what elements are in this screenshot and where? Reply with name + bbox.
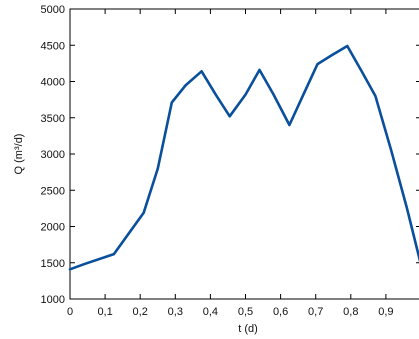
y-tick-label: 4000 <box>41 77 65 89</box>
series-line <box>68 44 419 271</box>
x-tick-label: 0,8 <box>343 306 358 318</box>
x-tick-label: 0 <box>67 306 73 318</box>
x-tick-label: 0,1 <box>97 306 112 318</box>
x-tick-label: 0,4 <box>203 306 218 318</box>
y-tick-label: 1000 <box>41 294 65 306</box>
x-tick-label: 0,9 <box>378 306 393 318</box>
y-tick-label: 3000 <box>41 149 65 161</box>
y-tick-label: 2500 <box>41 185 65 197</box>
y-tick-label: 5000 <box>41 4 65 16</box>
x-tick-label: 0,5 <box>238 306 253 318</box>
x-axis-label: t (d) <box>238 323 258 335</box>
y-tick-label: 2000 <box>41 222 65 234</box>
plot-frame <box>69 8 419 300</box>
x-tick-label: 0,2 <box>133 306 148 318</box>
y-axis-label: Q (m³/d) <box>13 134 25 175</box>
x-tick-label: 0,7 <box>308 306 323 318</box>
y-tick-label: 1500 <box>41 258 65 270</box>
y-tick-label: 3500 <box>41 113 65 125</box>
x-tick-label: 0,6 <box>273 306 288 318</box>
y-tick-label: 4500 <box>41 40 65 52</box>
y-axis-ticks: 1000 1500 2000 2500 3000 3500 4000 4500 5000 <box>41 4 419 306</box>
x-tick-label: 0,3 <box>168 306 183 318</box>
x-axis-ticks: 0 0,1 0,2 0,3 0,4 0,5 0,6 0,7 0,8 0,9 <box>67 9 394 318</box>
